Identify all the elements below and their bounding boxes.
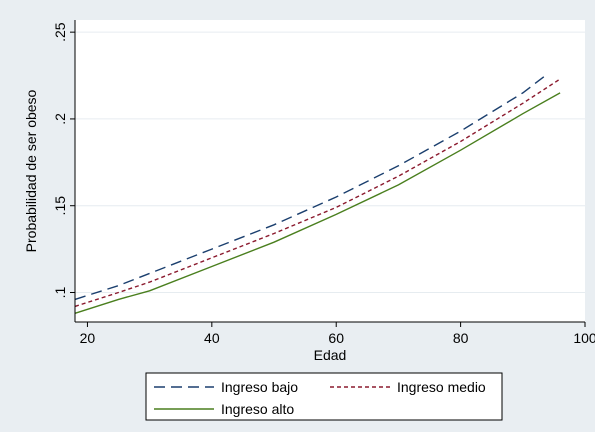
- series-line-3: [74, 92, 561, 314]
- series-line-1: [74, 73, 549, 301]
- x-axis-ticks: 20 40 60 80 100: [80, 322, 595, 346]
- x-axis-label: Edad: [314, 347, 347, 363]
- x-tick-label-4: 100: [573, 330, 595, 346]
- legend-box: [145, 372, 503, 421]
- series-line-2: [74, 78, 561, 308]
- series-lines: [74, 73, 561, 314]
- x-tick-label-1: 40: [204, 330, 220, 346]
- legend-label-3: Ingreso alto: [221, 401, 294, 417]
- x-tick-label-0: 20: [80, 330, 96, 346]
- legend: Ingreso bajo Ingreso medio Ingreso alto: [145, 372, 503, 421]
- legend-label-1: Ingreso bajo: [221, 379, 298, 395]
- x-tick-label-3: 80: [453, 330, 469, 346]
- plot-area: [75, 20, 585, 322]
- y-tick-label-0: .1: [52, 286, 68, 298]
- y-tick-label-3: .25: [52, 22, 68, 42]
- y-tick-label-1: .15: [52, 196, 68, 216]
- legend-label-2: Ingreso medio: [397, 379, 486, 395]
- axes: [74, 20, 585, 323]
- y-axis-ticks: .1 .15 .2 .25: [52, 22, 75, 298]
- y-axis-label: Probabilidad de ser obeso: [23, 89, 39, 252]
- x-tick-label-2: 60: [328, 330, 344, 346]
- grid-lines: [75, 31, 585, 293]
- y-tick-label-2: .2: [52, 113, 68, 125]
